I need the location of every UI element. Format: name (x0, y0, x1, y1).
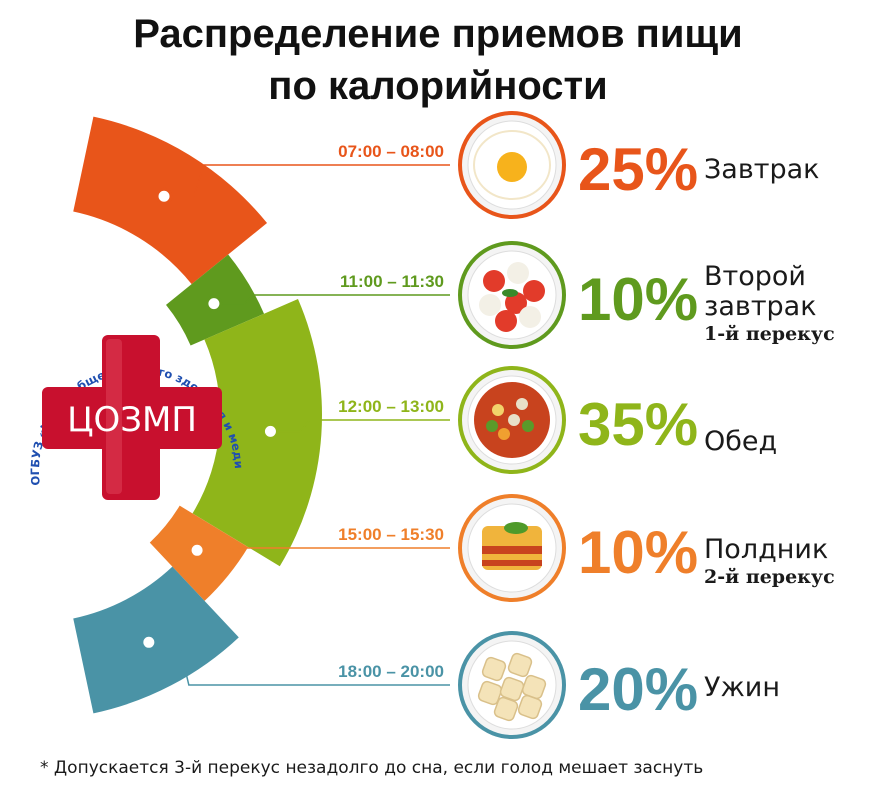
meal-name-1: Завтрак (704, 154, 820, 185)
ravioli-icon (517, 694, 543, 720)
ravioli-icon (477, 680, 503, 706)
footnote: * Допускается 3-й перекус незадолго до с… (40, 758, 704, 778)
time-label-3: 12:00 – 13:00 (338, 397, 444, 416)
connector-dot-3 (261, 422, 279, 440)
tomato-slice-icon (523, 280, 545, 302)
lasagna-layer-icon (482, 560, 542, 566)
meal-name-2-line-1: Второй (704, 261, 806, 292)
tomato-slice-icon (495, 310, 517, 332)
meal-name-4: Полдник (704, 534, 829, 565)
connector-line-2 (213, 294, 450, 305)
meal-name-2-line-2: завтрак (704, 291, 817, 322)
tomato-slice-icon (519, 306, 541, 328)
soup-vegetable-icon (508, 414, 520, 426)
percentage-label-1: 25% (578, 136, 698, 203)
connector-dot-2 (205, 295, 223, 313)
tomato-slice-icon (505, 292, 527, 314)
connector-line-4 (197, 547, 450, 552)
percentage-label-3: 35% (578, 391, 698, 458)
logo-text: ЦОЗМП (67, 400, 197, 440)
percentage-label-5: 20% (578, 656, 698, 723)
basil-leaf-icon (502, 289, 518, 297)
connector-dot-4 (188, 541, 206, 559)
meal-name-5: Ужин (704, 672, 780, 703)
ravioli-icon (493, 696, 519, 722)
czmp-logo: ОГБУЗ «Центр общественного здоровья и ме… (20, 305, 246, 500)
ravioli-icon (499, 676, 525, 702)
tomato-slice-icon (507, 262, 529, 284)
title-line-1: Распределение приемов пищи (133, 12, 743, 56)
connector-line-3 (270, 419, 450, 433)
time-label-5: 18:00 – 20:00 (338, 662, 444, 681)
connector-line-1 (164, 164, 450, 198)
percentage-label-4: 10% (578, 519, 698, 586)
chart-segment-3 (192, 299, 322, 567)
tomato-slice-icon (483, 270, 505, 292)
time-label-4: 15:00 – 15:30 (338, 525, 444, 544)
time-label-2: 11:00 – 11:30 (340, 272, 444, 291)
title-line-2: по калорийности (268, 64, 608, 108)
egg-yolk-icon (497, 152, 527, 182)
soup-vegetable-icon (522, 420, 534, 432)
lasagna-layer-icon (482, 546, 542, 554)
ravioli-icon (481, 656, 507, 682)
connector-line-5 (148, 641, 450, 686)
connector-dot-5 (140, 633, 158, 651)
soup-vegetable-icon (498, 428, 510, 440)
connector-dot-1 (155, 187, 173, 205)
red-cross-icon (42, 335, 222, 500)
meal-sub-4: 2-й перекус (704, 566, 835, 588)
soup-vegetable-icon (492, 404, 504, 416)
time-label-1: 07:00 – 08:00 (338, 142, 444, 161)
percentage-label-2: 10% (578, 266, 698, 333)
basil-leaf-icon (504, 522, 528, 534)
soup-vegetable-icon (516, 398, 528, 410)
meal-name-3: Обед (704, 426, 778, 457)
page-title: Распределение приемов пищи по калорийнос… (0, 8, 876, 112)
soup-vegetable-icon (486, 420, 498, 432)
meal-sub-2: 1-й перекус (704, 323, 835, 345)
tomato-slice-icon (479, 294, 501, 316)
ravioli-icon (507, 652, 533, 678)
